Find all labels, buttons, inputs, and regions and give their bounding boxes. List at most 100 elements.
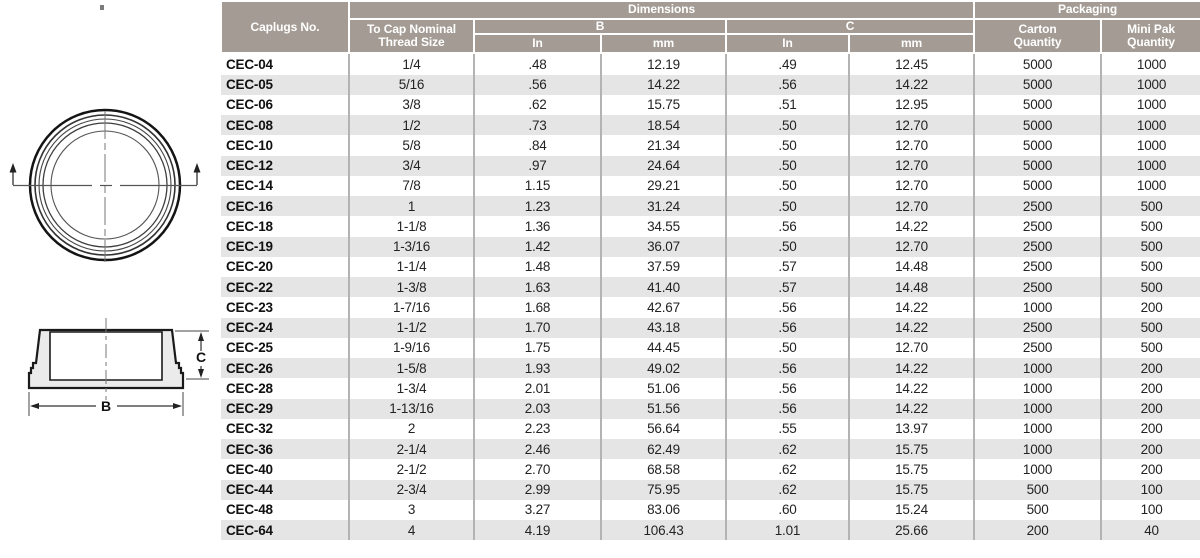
cell-c_mm: 14.22	[849, 74, 976, 95]
cell-mini_pak: 1000	[1136, 137, 1167, 153]
cell-thread: 2	[349, 418, 475, 440]
cell-c_mm: 14.22	[849, 317, 976, 338]
cell-b_mm: 42.67	[601, 297, 727, 318]
cell-c_in: .57	[726, 256, 850, 278]
table-row: CEC-22 1-3/8 1.63 41.40.57 14.48 2500 500	[221, 277, 1200, 298]
table-row: CEC-19 1-3/16 1.42 36.07.50 12.70 2500 500	[221, 236, 1200, 257]
cell-thread: 1/2	[349, 115, 475, 136]
cell-part: CEC-06	[221, 94, 350, 116]
cell-thread: 1-13/16	[349, 398, 475, 419]
cell-c_in: .50	[726, 236, 850, 257]
cell-c_in: .62	[726, 459, 850, 480]
cell-part: CEC-44	[221, 479, 350, 500]
cell-c_mm: 12.70	[849, 236, 976, 257]
table-row: CEC-18 1-1/8 1.36 34.55.56 14.22 2500 500	[221, 216, 1200, 237]
cell-part: CEC-16	[221, 196, 350, 217]
cell-carton: 200	[974, 520, 1103, 541]
table-row: CEC-23 1-7/16 1.68 42.67.56 14.22 1000 200	[221, 297, 1200, 318]
col-header-c-mm: mm	[847, 33, 976, 55]
cell-b_in: 2.99	[474, 479, 602, 500]
cell-mini_pak: 1000	[1136, 178, 1167, 194]
table-row: CEC-06 3/8.62 15.75.51 12.95 5000 1000	[221, 94, 1200, 116]
cell-thread: 1-1/4	[349, 256, 475, 278]
cell-thread: 3/8	[349, 94, 475, 116]
cell-thread: 1-3/4	[349, 378, 475, 399]
table-body: CEC-04 1/4.48 12.19.49 12.45 5000 1000 CEC-05 5…	[221, 53, 1200, 541]
cell-c_mm: 25.66	[849, 520, 976, 541]
cell-c_in: .56	[726, 216, 850, 237]
cell-b_mm: 37.59	[601, 256, 727, 278]
cell-thread: 1/4	[349, 53, 475, 75]
cell-c_in: .49	[726, 53, 850, 75]
cell-carton: 5000	[974, 94, 1103, 116]
cap-top-view-drawing	[9, 108, 201, 262]
spec-table-header: Caplugs No. Dimensions Packaging To Cap …	[220, 0, 1200, 55]
cell-b_in: 1.23	[474, 196, 602, 217]
cell-part: CEC-28	[221, 378, 350, 399]
cap-section-drawing: C B	[27, 318, 209, 416]
cell-b_mm: 36.07	[601, 236, 727, 257]
cell-b_mm: 18.54	[601, 115, 727, 136]
cell-c_mm: 14.22	[849, 358, 976, 379]
cell-c_in: .56	[726, 317, 850, 338]
col-header-b-in: In	[473, 33, 602, 55]
cell-c_in: .57	[726, 277, 850, 298]
cell-c_mm: 12.70	[849, 175, 976, 197]
table-row: CEC-14 7/8 1.15 29.21.50 12.70 5000 1000	[221, 175, 1200, 197]
cell-b_mm: 44.45	[601, 337, 727, 359]
cell-b_in: .48	[474, 53, 602, 75]
cell-carton: 1000	[974, 358, 1103, 379]
cell-thread: 5/8	[349, 135, 475, 156]
cell-mini_pak: 200	[1140, 401, 1163, 417]
cell-c_mm: 12.70	[849, 115, 976, 136]
table-row: CEC-28 1-3/4 2.01 51.06.56 14.22 1000 200	[221, 378, 1200, 399]
cell-c_in: .56	[726, 398, 850, 419]
table-row: CEC-04 1/4.48 12.19.49 12.45 5000 1000	[221, 53, 1200, 75]
dim-label-c: C	[196, 349, 206, 365]
cell-b_in: 4.19	[474, 520, 602, 541]
cell-carton: 2500	[974, 256, 1103, 278]
cell-c_mm: 14.22	[849, 398, 976, 419]
cell-carton: 5000	[974, 155, 1103, 176]
table-row: CEC-16 1 1.23 31.24.50 12.70 2500 500	[221, 196, 1200, 217]
cell-c_mm: 15.24	[849, 499, 976, 521]
cell-thread: 1-1/8	[349, 216, 475, 237]
cell-b_in: 1.63	[474, 277, 602, 298]
cell-b_in: 1.75	[474, 337, 602, 359]
cell-part: CEC-14	[221, 175, 350, 197]
cell-mini_pak: 500	[1140, 340, 1163, 356]
col-header-mini-pak-quantity: Mini Pak Quantity	[1100, 17, 1200, 55]
cell-b_mm: 24.64	[601, 155, 727, 176]
cell-mini_pak: 200	[1140, 461, 1163, 477]
cell-c_in: .50	[726, 196, 850, 217]
cell-b_in: 3.27	[474, 499, 602, 521]
cell-mini_pak: 1000	[1136, 117, 1167, 133]
cell-mini_pak: 200	[1140, 421, 1163, 437]
cell-c_in: .50	[726, 175, 850, 197]
cell-c_mm: 14.22	[849, 297, 976, 318]
dimension-b: B	[28, 392, 184, 416]
cell-part: CEC-64	[221, 520, 350, 541]
cell-c_in: .56	[726, 378, 850, 399]
table-row: CEC-44 2-3/4 2.99 75.95.62 15.75 500 100	[221, 479, 1200, 500]
cell-b_mm: 31.24	[601, 196, 727, 217]
cell-c_mm: 12.70	[849, 135, 976, 156]
cell-carton: 1000	[974, 398, 1103, 419]
cell-b_in: 1.70	[474, 317, 602, 338]
cap-drawings-svg: C B	[9, 5, 209, 416]
table-row: CEC-20 1-1/4 1.48 37.59.57 14.48 2500 500	[221, 256, 1200, 278]
table-row: CEC-25 1-9/16 1.75 44.45.50 12.70 2500 500	[221, 337, 1200, 359]
cell-carton: 2500	[974, 277, 1103, 298]
cell-mini_pak: 1000	[1136, 77, 1167, 93]
cell-b_in: 2.46	[474, 439, 602, 460]
cell-c_in: .62	[726, 439, 850, 460]
cell-c_in: .50	[726, 135, 850, 156]
section-arrow-right	[193, 163, 201, 185]
cell-mini_pak: 500	[1140, 198, 1163, 214]
cell-carton: 500	[974, 499, 1103, 521]
table-row: CEC-10 5/8.84 21.34.50 12.70 5000 1000	[221, 135, 1200, 156]
cell-mini_pak: 500	[1140, 239, 1163, 255]
cell-c_mm: 14.22	[849, 216, 976, 237]
col-header-c-in: In	[725, 33, 850, 55]
cell-b_mm: 51.06	[601, 378, 727, 399]
